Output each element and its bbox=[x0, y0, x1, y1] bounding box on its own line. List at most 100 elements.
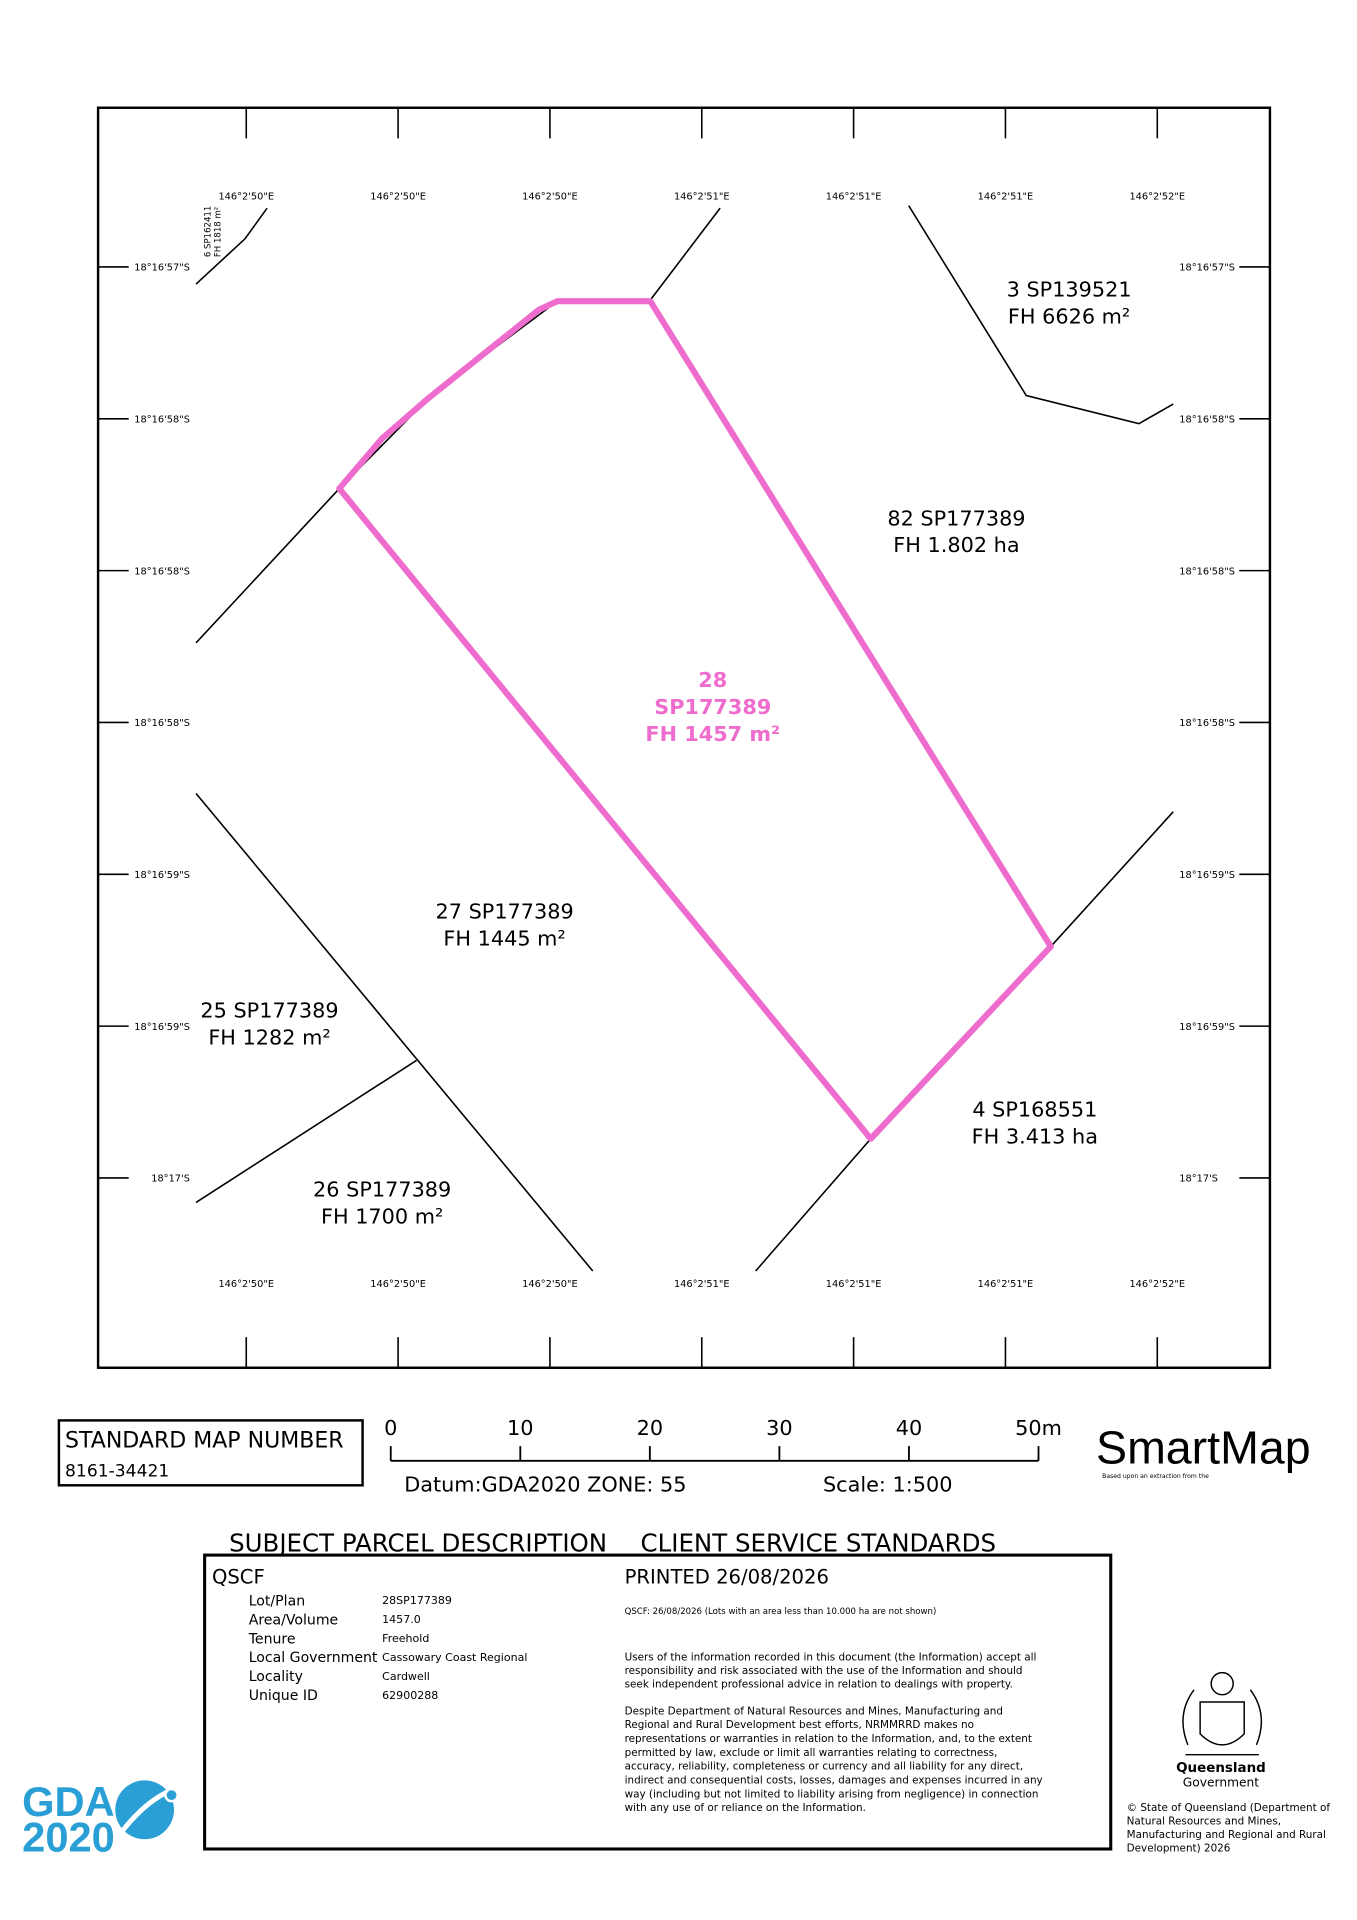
scale-label: 20 bbox=[637, 1416, 663, 1440]
coord-label: 146°2'52"E bbox=[1129, 1279, 1185, 1290]
scale-label: 50m bbox=[1015, 1416, 1062, 1440]
brand: SmartMap bbox=[1096, 1421, 1311, 1473]
subject-parcel bbox=[336, 298, 1054, 1142]
disclaimer-line: seek independent professional advice in … bbox=[625, 1678, 1013, 1690]
disclaimer-line: representations or warranties in relatio… bbox=[625, 1733, 1032, 1745]
coord-label: 18°16'59"S bbox=[1179, 1022, 1235, 1033]
parcel-label: 26 SP177389 bbox=[313, 1177, 451, 1201]
coord-label: 18°17'S bbox=[151, 1174, 190, 1185]
coord-label: 18°16'58"S bbox=[1179, 566, 1235, 577]
parcel-labels: 3 SP139521 FH 6626 m² 82 SP177389 FH 1.802 … bbox=[200, 277, 1131, 1228]
coord-label: 146°2'50"E bbox=[522, 1279, 578, 1290]
coord-label: 18°16'59"S bbox=[134, 1022, 190, 1033]
coord-label: 146°2'52"E bbox=[1129, 192, 1185, 203]
brand-note: Based upon an extraction from the bbox=[1102, 1473, 1209, 1480]
disclaimer-line: responsibility and risk associated with … bbox=[625, 1665, 1023, 1677]
coord-label: 146°2'51"E bbox=[978, 192, 1034, 203]
description-box bbox=[203, 1553, 1113, 1851]
field-label: Unique ID bbox=[249, 1688, 318, 1704]
coord-label: 146°2'50"E bbox=[522, 192, 578, 203]
boundary bbox=[195, 1059, 417, 1204]
coord-label: 18°17'S bbox=[1179, 1174, 1218, 1185]
copyright-line: Manufacturing and Regional and Rural bbox=[1127, 1829, 1326, 1841]
boundary bbox=[195, 792, 594, 1272]
note: QSCF: 26/08/2026 (Lots with an area less… bbox=[625, 1607, 937, 1617]
coord-label: 18°16'57"S bbox=[1179, 263, 1235, 274]
map-number-label: STANDARD MAP NUMBER bbox=[65, 1428, 344, 1453]
boundary bbox=[908, 205, 1174, 425]
boundary bbox=[195, 300, 558, 644]
field-value: Cardwell bbox=[382, 1670, 430, 1683]
crest bbox=[1182, 1671, 1263, 1756]
parcel-label: SP177389 bbox=[654, 695, 771, 719]
government: Government bbox=[1183, 1776, 1260, 1790]
parcel-label: 3 SP139521 bbox=[1007, 277, 1132, 301]
parcel-label: FH 1.802 ha bbox=[893, 533, 1019, 557]
field-label: Local Government bbox=[249, 1650, 378, 1666]
parcel-label: 28 bbox=[698, 668, 727, 692]
printed: PRINTED 26/08/2026 bbox=[625, 1565, 829, 1588]
scale-label: 0 bbox=[384, 1416, 397, 1440]
parcel-label: FH 1282 m² bbox=[208, 1025, 330, 1049]
boundary bbox=[195, 207, 268, 285]
copyright-line: © State of Queensland (Department of bbox=[1127, 1802, 1331, 1814]
coord-label: 18°16'58"S bbox=[134, 718, 190, 729]
map-frame bbox=[96, 106, 1272, 1369]
coord-label: 146°2'50"E bbox=[370, 1279, 426, 1290]
datum: Datum:GDA2020 ZONE: 55 bbox=[404, 1472, 686, 1496]
parcel-label: FH 6626 m² bbox=[1008, 304, 1130, 328]
boundary bbox=[755, 1138, 872, 1272]
coord-label: 146°2'50"E bbox=[218, 1279, 274, 1290]
parcel-label: FH 1700 m² bbox=[321, 1204, 443, 1228]
gda-dot bbox=[164, 1787, 179, 1803]
parcel-fields: Lot/Plan 28SP177389 Area/Volume 1457.0 Tenur… bbox=[248, 1593, 528, 1704]
parcel-label: 27 SP177389 bbox=[436, 899, 574, 923]
parcel-label: 4 SP168551 bbox=[972, 1098, 1097, 1122]
heading: CLIENT SERVICE STANDARDS bbox=[641, 1528, 997, 1557]
coord-label: 146°2'51"E bbox=[978, 1279, 1034, 1290]
scale-label: 10 bbox=[507, 1416, 533, 1440]
disclaimer-line: indirect and consequential costs, losses… bbox=[625, 1774, 1043, 1786]
coord-label: 146°2'51"E bbox=[674, 192, 730, 203]
disclaimer-line: Despite Department of Natural Resources … bbox=[625, 1705, 1003, 1717]
coord-label: 146°2'50"E bbox=[218, 192, 274, 203]
scale-label: 40 bbox=[896, 1416, 922, 1440]
coord-label: 18°16'58"S bbox=[134, 566, 190, 577]
heading: SUBJECT PARCEL DESCRIPTION bbox=[229, 1528, 607, 1557]
field-value: 28SP177389 bbox=[382, 1594, 452, 1607]
coord-label: 146°2'51"E bbox=[826, 192, 882, 203]
boundary bbox=[1050, 811, 1174, 948]
field-label: Lot/Plan bbox=[249, 1593, 305, 1609]
disclaimer-line: Users of the information recorded in thi… bbox=[625, 1651, 1037, 1663]
coordinate-labels: 146°2'50"E 146°2'50"E 146°2'50"E 146°2'50"E… bbox=[98, 107, 1270, 1368]
gda-text: GDA bbox=[22, 1778, 115, 1825]
copyright-line: Natural Resources and Mines, bbox=[1127, 1815, 1281, 1827]
coord-label: 146°2'51"E bbox=[826, 1279, 882, 1290]
small-parcel-label: 6 SP162411 bbox=[204, 206, 214, 257]
field-label: Area/Volume bbox=[249, 1612, 339, 1628]
map-number-value: 8161-34421 bbox=[65, 1462, 169, 1482]
boundary bbox=[649, 207, 721, 301]
gda-text: 2020 bbox=[22, 1813, 115, 1860]
gda-logo: GDA 2020 bbox=[22, 1778, 179, 1860]
parcel-label: FH 1457 m² bbox=[645, 722, 780, 746]
parcel-label: 82 SP177389 bbox=[887, 506, 1025, 530]
field-label: Tenure bbox=[248, 1631, 296, 1647]
field-value: Cassowary Coast Regional bbox=[382, 1651, 527, 1664]
scale: Scale: 1:500 bbox=[823, 1472, 953, 1496]
coord-label: 18°16'58"S bbox=[134, 414, 190, 425]
map-number-box bbox=[57, 1419, 364, 1487]
coord-label: 18°16'59"S bbox=[134, 870, 190, 881]
disclaimer-line: permitted by law, exclude or limit all w… bbox=[625, 1747, 998, 1759]
government: Queensland bbox=[1176, 1761, 1266, 1776]
coord-label: 18°16'58"S bbox=[1179, 718, 1235, 729]
parcel-code: QSCF bbox=[212, 1565, 265, 1588]
field-label: Locality bbox=[249, 1669, 303, 1685]
coord-label: 18°16'59"S bbox=[1179, 870, 1235, 881]
copyright: © State of Queensland (Department ofNatu… bbox=[1127, 1802, 1331, 1854]
coord-label: 18°16'57"S bbox=[134, 263, 190, 274]
disclaimer-line: with any use of or reliance on the Infor… bbox=[625, 1802, 866, 1814]
small-parcel: 6 SP162411 FH 1818 m² bbox=[204, 206, 224, 257]
